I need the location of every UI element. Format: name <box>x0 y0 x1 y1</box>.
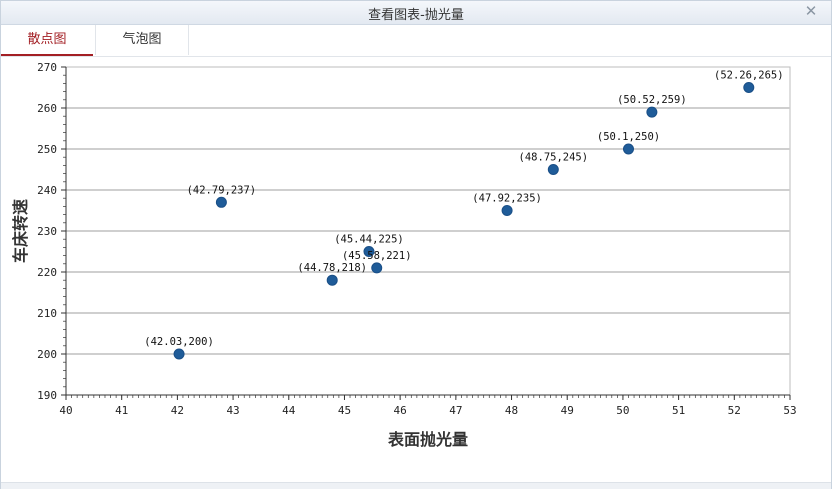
data-point <box>547 164 559 175</box>
x-tick-label: 45 <box>338 404 351 417</box>
data-label: (42.03,200) <box>144 336 214 348</box>
data-point <box>371 262 383 274</box>
data-point <box>646 106 658 118</box>
data-point <box>215 196 227 208</box>
x-tick-label: 50 <box>616 404 629 417</box>
data-point <box>326 274 338 286</box>
data-point <box>501 205 513 216</box>
y-tick-label: 260 <box>37 102 57 115</box>
close-icon[interactable]: ✕ <box>804 2 818 20</box>
data-label: (50.52,259) <box>617 94 687 106</box>
tab-bar: 散点图 气泡图 <box>1 25 831 57</box>
x-tick-label: 52 <box>728 404 741 417</box>
x-tick-label: 48 <box>505 404 518 417</box>
data-point <box>363 246 375 257</box>
x-tick-label: 53 <box>783 404 796 417</box>
data-point <box>173 348 185 360</box>
data-label: (45.44,225) <box>334 234 404 246</box>
x-tick-label: 46 <box>394 404 407 417</box>
data-label: (45.58,221) <box>342 250 412 262</box>
tab-scatter[interactable]: 散点图 <box>1 25 93 56</box>
y-tick-label: 230 <box>37 225 57 238</box>
data-label: (50.1,250) <box>597 131 660 143</box>
x-tick-label: 42 <box>171 404 184 417</box>
y-tick-label: 200 <box>37 348 57 361</box>
tab-bubble[interactable]: 气泡图 <box>95 25 189 55</box>
data-point <box>622 143 634 155</box>
x-tick-label: 49 <box>561 404 574 417</box>
y-tick-label: 220 <box>37 266 57 279</box>
data-label: (48.75,245) <box>519 152 589 164</box>
window-title: 查看图表-抛光量 <box>368 8 464 23</box>
data-point <box>743 82 755 93</box>
bottom-bar <box>1 482 831 489</box>
x-tick-label: 40 <box>59 404 72 417</box>
x-tick-label: 43 <box>226 404 239 417</box>
y-tick-label: 250 <box>37 143 57 156</box>
data-label: (44.78,218) <box>297 262 367 274</box>
data-label: (52.26,265) <box>714 70 784 82</box>
title-bar: 查看图表-抛光量 ✕ <box>1 1 831 25</box>
data-label: (47.92,235) <box>472 193 542 205</box>
x-tick-label: 51 <box>672 404 685 417</box>
scatter-chart: 190 200 210 220 230 240 250 260 270 40 41 42 43 44 45 4… <box>11 61 797 449</box>
y-tick-label: 190 <box>37 389 57 402</box>
y-tick-label: 210 <box>37 307 57 320</box>
x-tick-label: 41 <box>115 404 128 417</box>
y-tick-label: 240 <box>37 184 57 197</box>
data-label: (42.79,237) <box>187 184 257 196</box>
x-tick-label: 44 <box>282 404 296 417</box>
y-axis-title: 车床转速 <box>11 199 30 263</box>
x-axis-title: 表面抛光量 <box>387 430 468 449</box>
y-tick-label: 270 <box>37 61 57 74</box>
x-tick-label: 47 <box>449 404 462 417</box>
